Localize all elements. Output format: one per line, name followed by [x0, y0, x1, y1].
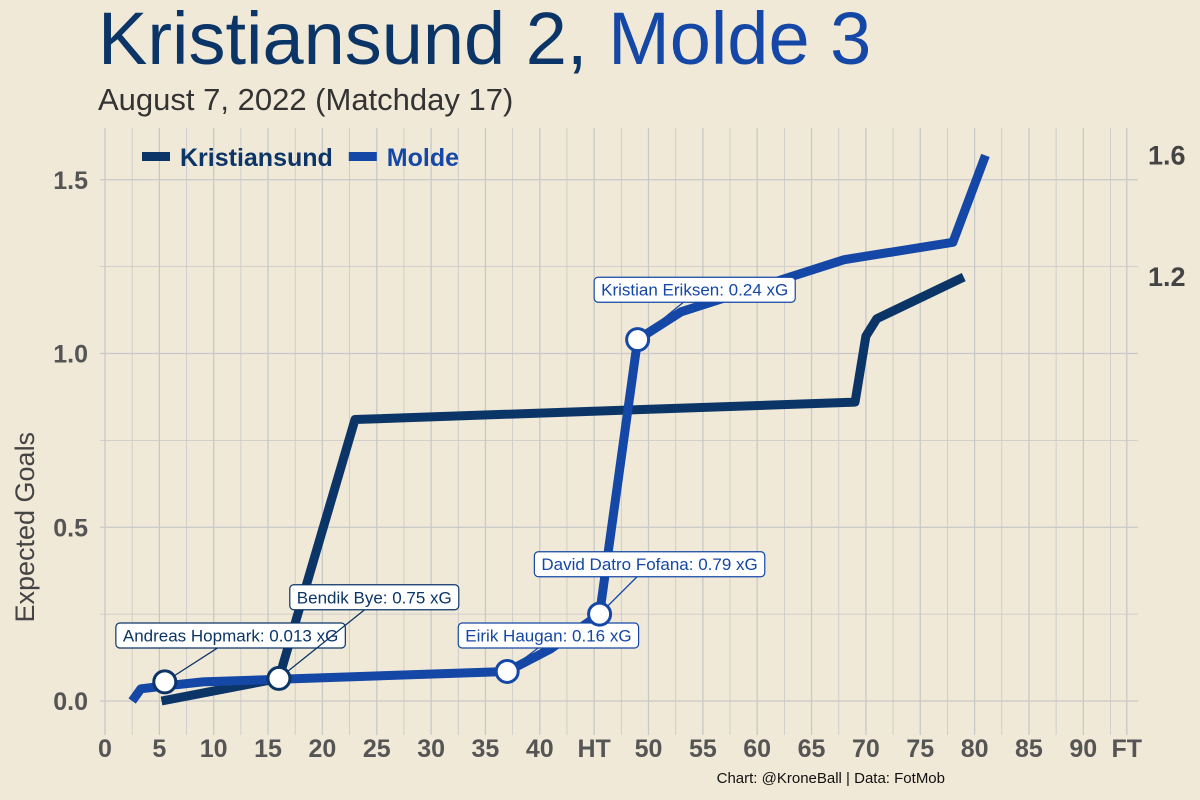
- goal-marker: [625, 327, 651, 353]
- annotation-label: Bendik Bye: 0.75 xG: [297, 588, 452, 607]
- series-line-molde: [128, 153, 990, 704]
- y-tick-label: 0.5: [53, 514, 88, 542]
- legend: Kristiansund Molde: [142, 144, 459, 172]
- goal-marker: [152, 669, 178, 695]
- x-tick-label: 60: [743, 735, 771, 763]
- goal-marker: [587, 601, 613, 627]
- annotation-box: [533, 551, 766, 578]
- legend-label: Kristiansund: [180, 144, 333, 172]
- annotation-label: David Datro Fofana: 0.79 xG: [541, 555, 757, 574]
- goal-marker: [266, 665, 292, 691]
- annotations: Andreas Hopmark: 0.013 xG Bendik Bye: 0.7…: [115, 276, 796, 695]
- x-tick-label: 25: [363, 735, 391, 763]
- legend-swatch: [348, 152, 377, 161]
- goal-marker: [494, 658, 520, 684]
- final-xg-label: 1.2: [1148, 262, 1186, 292]
- x-tick-label: 40: [526, 735, 554, 763]
- x-tick-label: HT: [577, 735, 610, 763]
- annotation-label: Andreas Hopmark: 0.013 xG: [123, 626, 338, 645]
- series-lines: [128, 153, 990, 706]
- x-tick-label: 90: [1069, 735, 1097, 763]
- annotation-label: Kristian Eriksen: 0.24 xG: [601, 281, 788, 300]
- annotation-label: Eirik Haugan: 0.16 xG: [465, 626, 631, 645]
- legend-label: Molde: [387, 144, 459, 172]
- x-tick-label: 50: [635, 735, 663, 763]
- y-tick-label: 0.0: [53, 688, 88, 716]
- annotation-box: [115, 622, 346, 649]
- x-tick-label: FT: [1112, 735, 1143, 763]
- chart-credit: Chart: @KroneBall | Data: FotMob: [716, 770, 945, 787]
- y-tick-label: 1.5: [53, 167, 88, 195]
- title-home-team: Kristiansund 2,: [98, 0, 588, 80]
- x-tick-label: 55: [689, 735, 717, 763]
- x-tick-label: 30: [417, 735, 445, 763]
- x-tick-label: 15: [254, 735, 282, 763]
- x-tick-label: 65: [798, 735, 826, 763]
- x-tick-label: 20: [308, 735, 336, 763]
- x-tick-label: 75: [906, 735, 934, 763]
- y-axis-label: Expected Goals: [10, 432, 40, 623]
- x-tick-label: 0: [98, 735, 112, 763]
- final-xg-label: 1.6: [1148, 140, 1186, 170]
- x-tick-label: 80: [961, 735, 989, 763]
- x-tick-label: 10: [200, 735, 228, 763]
- chart-subtitle: August 7, 2022 (Matchday 17): [98, 82, 514, 117]
- axes: 0 5 10 15 20 25 30 35 40 HT 50 55 60 65 70 75 80 85 90 FT 0.…: [10, 140, 1186, 763]
- x-tick-label: 5: [152, 735, 166, 763]
- annotation-box: [457, 622, 640, 649]
- x-tick-label: 70: [852, 735, 880, 763]
- x-tick-label: 35: [472, 735, 500, 763]
- x-tick-label: 85: [1015, 735, 1043, 763]
- y-tick-label: 1.0: [53, 341, 88, 369]
- legend-swatch: [142, 152, 170, 161]
- title-away-team: Molde 3: [608, 0, 872, 80]
- chart-title: Kristiansund 2, Molde 3: [98, 0, 871, 84]
- annotation-leader: [278, 608, 367, 679]
- annotation-box: [593, 276, 796, 303]
- annotation-box: [289, 584, 460, 611]
